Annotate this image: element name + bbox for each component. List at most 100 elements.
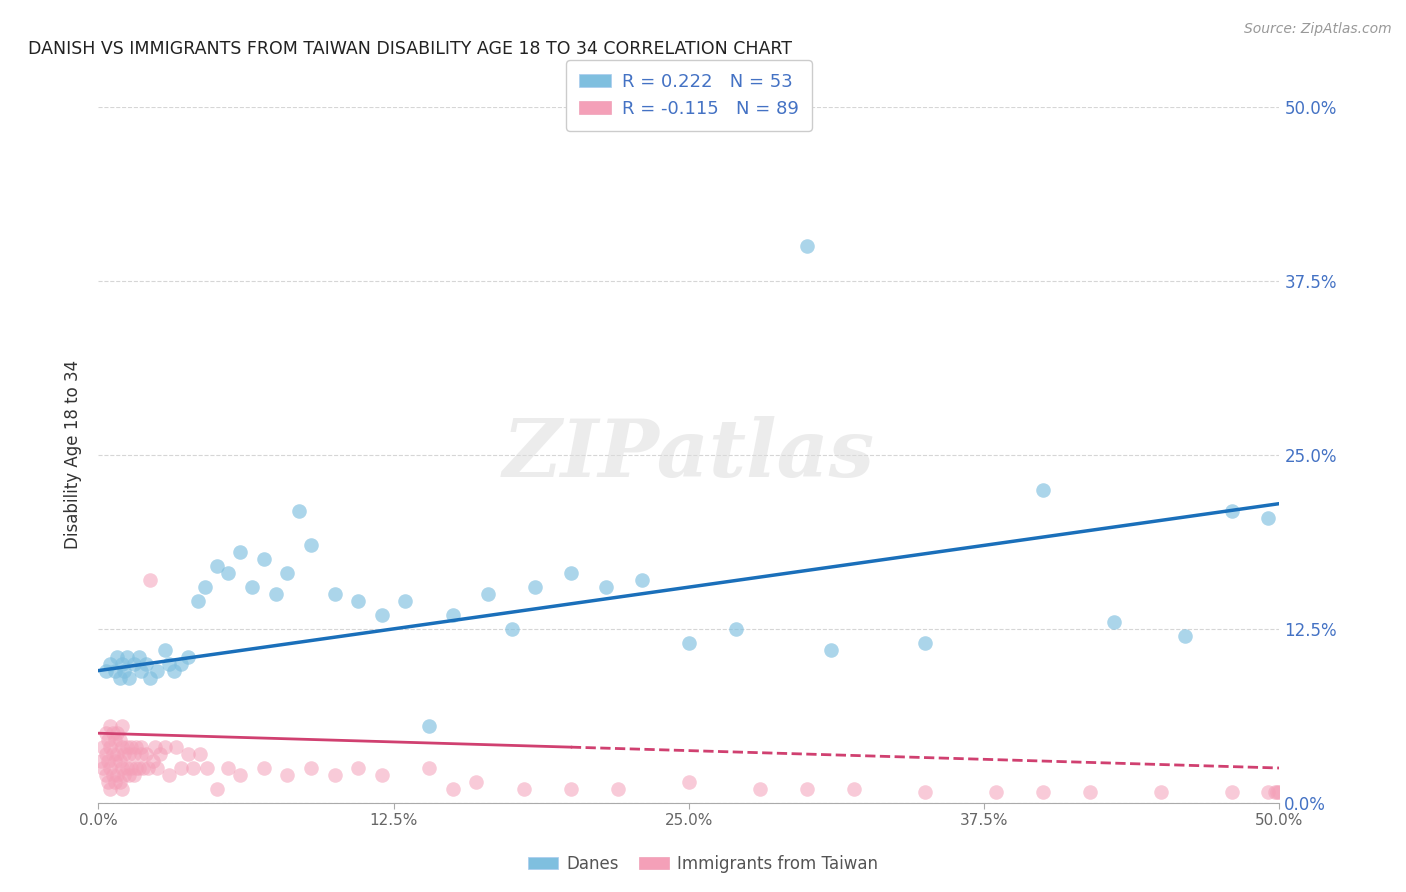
Point bbox=[560, 566, 582, 581]
Point bbox=[181, 761, 204, 775]
Point bbox=[94, 664, 117, 678]
Point bbox=[115, 761, 138, 775]
Point bbox=[1102, 615, 1125, 629]
Point bbox=[142, 754, 165, 768]
Point bbox=[129, 747, 152, 761]
Point bbox=[194, 580, 217, 594]
Point bbox=[94, 768, 117, 782]
Point bbox=[128, 761, 150, 775]
Point bbox=[108, 775, 131, 789]
Point bbox=[111, 761, 134, 775]
Point bbox=[288, 503, 311, 517]
Point bbox=[97, 775, 120, 789]
Legend: Danes, Immigrants from Taiwan: Danes, Immigrants from Taiwan bbox=[522, 848, 884, 880]
Point bbox=[217, 761, 239, 775]
Legend: R = 0.222   N = 53, R = -0.115   N = 89: R = 0.222 N = 53, R = -0.115 N = 89 bbox=[567, 61, 811, 131]
Point bbox=[1257, 785, 1279, 799]
Point bbox=[1220, 785, 1243, 799]
Point bbox=[121, 761, 143, 775]
Point bbox=[240, 580, 263, 594]
Point bbox=[125, 761, 148, 775]
Text: Source: ZipAtlas.com: Source: ZipAtlas.com bbox=[1244, 22, 1392, 37]
Point bbox=[90, 754, 112, 768]
Point bbox=[524, 580, 547, 594]
Point bbox=[122, 747, 145, 761]
Point bbox=[157, 768, 180, 782]
Point bbox=[371, 768, 394, 782]
Point bbox=[347, 594, 370, 608]
Point bbox=[323, 768, 346, 782]
Point bbox=[187, 594, 209, 608]
Point bbox=[501, 622, 523, 636]
Point bbox=[844, 781, 866, 796]
Point bbox=[149, 747, 172, 761]
Point bbox=[276, 768, 298, 782]
Point bbox=[217, 566, 239, 581]
Point bbox=[105, 768, 128, 782]
Point bbox=[195, 761, 218, 775]
Point bbox=[98, 761, 121, 775]
Point bbox=[264, 587, 287, 601]
Point bbox=[112, 664, 135, 678]
Point bbox=[98, 719, 121, 733]
Point bbox=[1268, 785, 1291, 799]
Point bbox=[91, 761, 114, 775]
Point bbox=[129, 664, 152, 678]
Point bbox=[560, 781, 582, 796]
Point bbox=[441, 607, 464, 622]
Point bbox=[121, 740, 143, 755]
Text: DANISH VS IMMIGRANTS FROM TAIWAN DISABILITY AGE 18 TO 34 CORRELATION CHART: DANISH VS IMMIGRANTS FROM TAIWAN DISABIL… bbox=[28, 40, 792, 58]
Point bbox=[118, 747, 141, 761]
Point bbox=[118, 671, 141, 685]
Point bbox=[157, 657, 180, 671]
Point bbox=[132, 761, 155, 775]
Point bbox=[595, 580, 617, 594]
Point bbox=[108, 754, 131, 768]
Point bbox=[725, 622, 748, 636]
Point bbox=[1080, 785, 1102, 799]
Point bbox=[98, 740, 121, 755]
Point bbox=[105, 649, 128, 664]
Point bbox=[146, 664, 169, 678]
Point bbox=[98, 781, 121, 796]
Point bbox=[104, 775, 127, 789]
Point bbox=[170, 761, 193, 775]
Point bbox=[122, 768, 145, 782]
Point bbox=[177, 649, 200, 664]
Point bbox=[125, 740, 148, 755]
Point bbox=[477, 587, 499, 601]
Point bbox=[1265, 785, 1288, 799]
Point bbox=[97, 754, 120, 768]
Point bbox=[371, 607, 394, 622]
Point bbox=[253, 761, 276, 775]
Point bbox=[1174, 629, 1197, 643]
Point bbox=[299, 761, 322, 775]
Point bbox=[323, 587, 346, 601]
Point bbox=[143, 740, 166, 755]
Point bbox=[607, 781, 630, 796]
Point bbox=[136, 761, 159, 775]
Point bbox=[678, 636, 700, 650]
Point bbox=[441, 781, 464, 796]
Point bbox=[105, 726, 128, 740]
Point bbox=[115, 740, 138, 755]
Point bbox=[139, 671, 162, 685]
Point bbox=[135, 747, 157, 761]
Point bbox=[1150, 785, 1173, 799]
Point bbox=[1257, 510, 1279, 524]
Point bbox=[104, 733, 127, 747]
Point bbox=[111, 657, 134, 671]
Point bbox=[129, 740, 152, 755]
Point bbox=[108, 671, 131, 685]
Point bbox=[914, 636, 936, 650]
Point bbox=[101, 726, 124, 740]
Point bbox=[115, 649, 138, 664]
Point bbox=[347, 761, 370, 775]
Point bbox=[512, 781, 534, 796]
Point bbox=[394, 594, 416, 608]
Point bbox=[253, 552, 276, 566]
Point bbox=[678, 775, 700, 789]
Point bbox=[299, 538, 322, 552]
Point bbox=[418, 761, 440, 775]
Point bbox=[104, 664, 127, 678]
